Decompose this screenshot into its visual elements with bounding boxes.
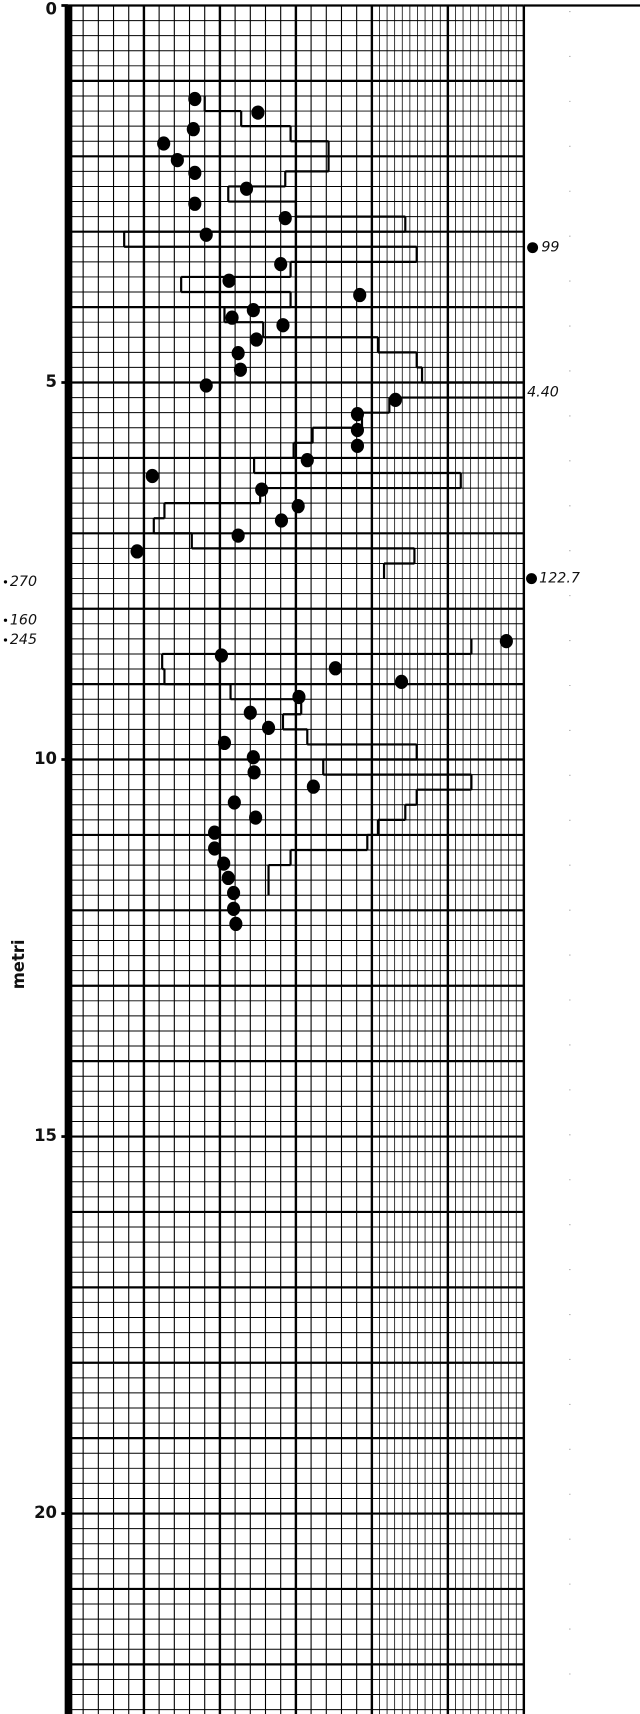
data-point: [274, 257, 288, 272]
annotation-dot: [526, 573, 537, 585]
data-point: [227, 885, 241, 901]
data-point: [247, 765, 261, 780]
data-point: [350, 407, 365, 422]
data-point: [227, 795, 241, 810]
data-point: [246, 750, 260, 765]
data-point: [231, 345, 245, 361]
data-point: [243, 705, 257, 720]
data-point: [249, 810, 263, 825]
annotation: 270: [10, 574, 37, 590]
data-point: [199, 227, 213, 242]
left-border: [64, 5, 73, 1714]
data-point: [186, 122, 200, 137]
data-point: [291, 499, 305, 514]
data-point: [251, 105, 265, 120]
data-point: [328, 661, 342, 676]
y-axis-label: metri: [9, 939, 28, 989]
annotation: 99: [541, 240, 559, 256]
annotation: 245: [10, 632, 37, 648]
grid: [64, 4, 526, 1714]
data-point: [278, 211, 292, 226]
data-point: [130, 544, 144, 559]
data-point: [188, 196, 202, 211]
data-point: [350, 422, 365, 438]
data-point: [157, 136, 171, 151]
data-point: [306, 779, 320, 794]
y-tick-label: 0: [46, 0, 57, 18]
data-point: [145, 468, 159, 484]
annotation-dot: [527, 242, 539, 254]
data-point: [300, 453, 314, 468]
data-point: [292, 689, 306, 705]
annotation-dot: [3, 580, 8, 584]
data-point: [199, 378, 213, 393]
data-point: [499, 634, 513, 649]
data-point: [217, 856, 231, 871]
y-tick-label: 20: [34, 1503, 57, 1522]
data-point: [208, 841, 222, 856]
data-point: [208, 825, 222, 840]
data-point: [249, 332, 263, 347]
data-point: [188, 91, 202, 107]
y-tick-label: 15: [34, 1126, 57, 1145]
data-point: [353, 287, 367, 303]
data-point: [246, 302, 260, 318]
data-point: [231, 528, 245, 543]
annotation-dot: [3, 618, 8, 622]
data-point: [229, 916, 243, 932]
data-point: [388, 392, 403, 407]
data-point: [227, 901, 241, 916]
y-tick-label: 5: [46, 372, 57, 391]
data-point: [188, 165, 202, 181]
data-point: [276, 318, 290, 333]
data-point: [233, 362, 247, 377]
data-point: [214, 648, 229, 663]
annotation: 160: [10, 612, 37, 628]
data-point: [350, 438, 365, 453]
y-tick-label: 10: [34, 749, 57, 768]
data-point: [239, 181, 254, 196]
data-point: [170, 152, 184, 168]
data-point: [217, 735, 232, 751]
data-point: [222, 273, 236, 288]
data-point: [261, 720, 276, 735]
data-point: [394, 674, 409, 689]
annotation: 122.7: [539, 571, 580, 587]
data-point: [274, 513, 289, 528]
annotation: 4.40: [527, 384, 559, 400]
data-point: [221, 870, 235, 886]
annotation-dot: [3, 638, 8, 642]
data-point: [255, 482, 269, 497]
